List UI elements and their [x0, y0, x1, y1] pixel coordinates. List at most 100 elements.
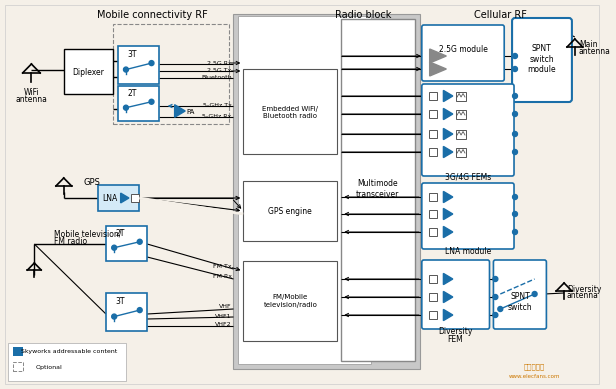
Bar — [238, 16, 371, 364]
Text: 2T: 2T — [128, 89, 137, 98]
Circle shape — [513, 230, 517, 235]
Bar — [64, 49, 113, 94]
Polygon shape — [430, 62, 447, 76]
Bar — [113, 24, 229, 124]
Text: FM/Mobile
television/radio: FM/Mobile television/radio — [264, 294, 317, 307]
Bar — [106, 293, 147, 331]
Bar — [118, 46, 159, 84]
Circle shape — [137, 239, 142, 244]
Text: WiFi: WiFi — [23, 88, 39, 96]
Bar — [456, 147, 466, 156]
Circle shape — [513, 67, 517, 72]
Text: FM Tx: FM Tx — [213, 265, 232, 270]
Text: Skyworks addressable content: Skyworks addressable content — [20, 349, 117, 354]
Circle shape — [493, 312, 498, 317]
Polygon shape — [430, 49, 447, 63]
Text: Embedded WiFi/
Bluetooth radio: Embedded WiFi/ Bluetooth radio — [262, 105, 318, 119]
Bar — [106, 226, 147, 261]
Bar — [456, 130, 466, 138]
Bar — [13, 362, 23, 371]
Bar — [429, 210, 437, 218]
Text: Radio block: Radio block — [334, 10, 391, 20]
Polygon shape — [444, 209, 453, 220]
FancyBboxPatch shape — [512, 18, 572, 102]
Text: Mobile connectivity RF: Mobile connectivity RF — [97, 10, 208, 20]
Text: Optional: Optional — [36, 364, 62, 370]
Circle shape — [513, 212, 517, 217]
Text: Mobile television/: Mobile television/ — [54, 230, 121, 238]
Polygon shape — [444, 273, 453, 285]
Bar — [456, 91, 466, 100]
Text: 2.5G Tx: 2.5G Tx — [207, 68, 232, 72]
Text: Diversity: Diversity — [567, 284, 601, 293]
Circle shape — [513, 194, 517, 200]
Text: www.elecfans.com: www.elecfans.com — [509, 373, 561, 378]
Bar — [429, 130, 437, 138]
Bar — [429, 148, 437, 156]
Text: 2T: 2T — [116, 229, 125, 238]
Bar — [429, 228, 437, 236]
Text: VHF1: VHF1 — [215, 314, 232, 319]
Circle shape — [123, 67, 128, 72]
Polygon shape — [444, 191, 453, 203]
Text: Bluetooth: Bluetooth — [201, 75, 232, 79]
Text: 5-GHz Rx: 5-GHz Rx — [202, 114, 232, 119]
Text: 2.5G Rx: 2.5G Rx — [207, 61, 232, 65]
Bar — [118, 86, 159, 121]
Circle shape — [493, 294, 498, 300]
Bar — [131, 194, 139, 202]
Bar — [98, 185, 139, 211]
Bar — [243, 181, 338, 241]
Text: SPNT
switch: SPNT switch — [508, 292, 532, 312]
Text: Diplexer: Diplexer — [72, 68, 104, 77]
Text: FM radio: FM radio — [54, 237, 87, 245]
Bar — [429, 110, 437, 118]
Text: LNA module: LNA module — [445, 247, 491, 256]
Polygon shape — [444, 109, 453, 119]
Bar — [429, 193, 437, 201]
Polygon shape — [444, 146, 453, 158]
Circle shape — [498, 307, 503, 312]
Bar — [429, 293, 437, 301]
Bar — [8, 343, 126, 381]
FancyBboxPatch shape — [493, 260, 546, 329]
Bar — [341, 19, 415, 361]
Polygon shape — [444, 291, 453, 303]
Text: 5-GHz Tx: 5-GHz Tx — [203, 102, 232, 107]
Text: VHF: VHF — [219, 305, 232, 310]
Text: GPS: GPS — [83, 177, 100, 186]
Bar — [13, 347, 23, 356]
Bar — [233, 14, 420, 369]
Text: Cellular RF: Cellular RF — [474, 10, 527, 20]
Bar — [429, 92, 437, 100]
Text: PA: PA — [186, 109, 195, 115]
Polygon shape — [174, 105, 185, 117]
Bar — [429, 311, 437, 319]
Text: 2.5G module: 2.5G module — [439, 44, 487, 54]
Text: LNA: LNA — [102, 193, 118, 203]
Text: Diversity: Diversity — [438, 328, 472, 336]
Text: FM Rx: FM Rx — [213, 275, 232, 280]
Polygon shape — [444, 309, 453, 321]
Polygon shape — [121, 193, 129, 203]
Circle shape — [111, 314, 116, 319]
Bar — [243, 69, 338, 154]
Bar — [243, 261, 338, 341]
Text: VHF2: VHF2 — [215, 322, 232, 328]
Text: antenna: antenna — [579, 47, 610, 56]
FancyBboxPatch shape — [422, 25, 505, 81]
Text: SPNT
switch
module: SPNT switch module — [527, 44, 556, 74]
Circle shape — [513, 112, 517, 116]
Circle shape — [532, 291, 537, 296]
Text: 3G/4G FEMs: 3G/4G FEMs — [445, 172, 491, 182]
Circle shape — [513, 54, 517, 58]
Circle shape — [111, 245, 116, 250]
Bar — [429, 275, 437, 283]
Text: antenna: antenna — [567, 291, 599, 300]
Polygon shape — [444, 128, 453, 140]
Text: GPS engine: GPS engine — [269, 207, 312, 216]
FancyBboxPatch shape — [422, 84, 514, 176]
Text: Main: Main — [579, 40, 598, 49]
Circle shape — [149, 61, 154, 66]
Text: FEM: FEM — [447, 335, 463, 343]
